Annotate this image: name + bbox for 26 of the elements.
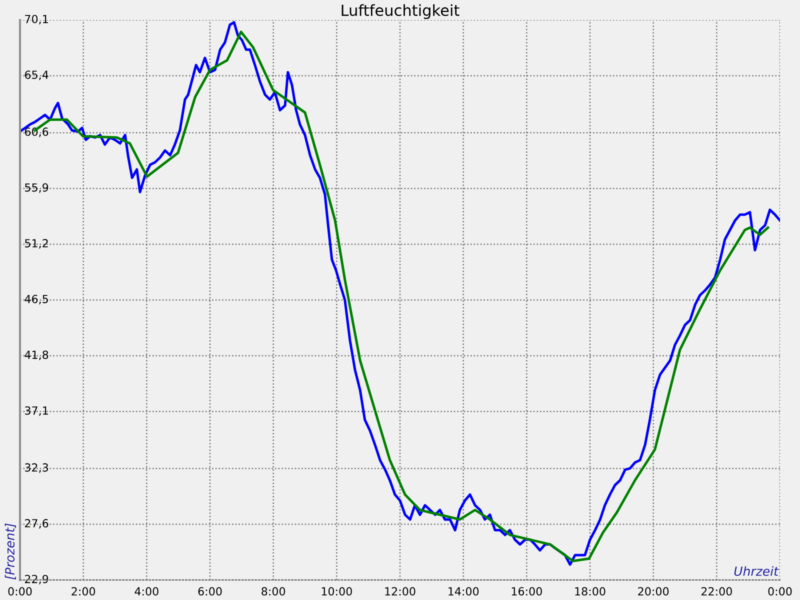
y-tick-label: 60,6 — [24, 128, 48, 138]
chart-title: Luftfeuchtigkeit — [342, 4, 460, 20]
x-tick-label: 10:00 — [322, 587, 352, 596]
x-tick-label: 6:00 — [198, 587, 222, 596]
x-tick-label: 14:00 — [448, 587, 479, 596]
x-tick-label: 20:00 — [638, 587, 669, 596]
y-tick-label: 46,5 — [24, 294, 48, 304]
y-tick-label: 55,9 — [25, 183, 48, 193]
y-axis-title: [Prozent] — [4, 523, 16, 580]
y-tick-label: 51,2 — [25, 239, 48, 249]
y-tick-label: 41,8 — [24, 350, 48, 360]
x-tick-label: 12:00 — [385, 587, 416, 596]
x-axis-title: Uhrzeit — [734, 566, 779, 576]
x-tick-label: 18:00 — [575, 587, 606, 596]
x-tick-label: 0:00 — [8, 587, 32, 596]
y-tick-label: 65,4 — [24, 70, 48, 80]
y-tick-label: 70,1 — [25, 14, 48, 24]
y-tick-label: 37,1 — [25, 406, 48, 416]
x-tick-label: 4:00 — [134, 587, 158, 596]
x-tick-label: 16:00 — [512, 587, 542, 596]
x-tick-label: 22:00 — [701, 587, 732, 596]
x-tick-label: 2:00 — [72, 587, 96, 596]
y-tick-label: 32,3 — [25, 463, 48, 473]
y-tick-label: 27,6 — [24, 519, 48, 529]
x-tick-label: 8:00 — [262, 587, 286, 596]
x-tick-label: 0:00 — [768, 587, 792, 596]
